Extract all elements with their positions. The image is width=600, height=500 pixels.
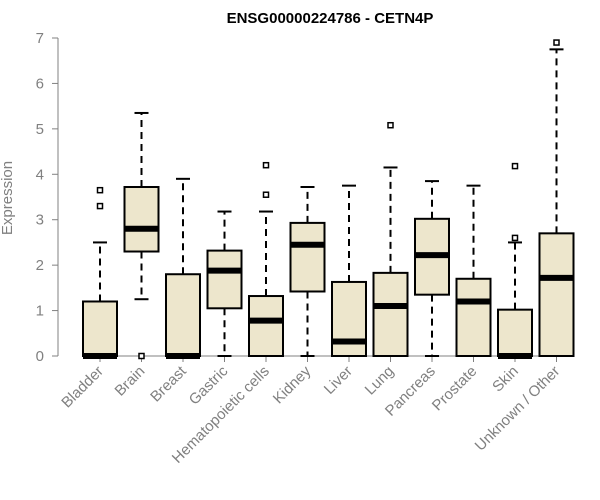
outlier-point — [96, 202, 104, 210]
y-tick-label: 6 — [36, 75, 44, 92]
box-rect — [82, 300, 118, 358]
box-liver — [331, 184, 367, 357]
x-tick-label: Lung — [362, 363, 398, 399]
box-rect — [123, 186, 160, 253]
outlier-point — [387, 121, 394, 129]
outlier-point — [553, 39, 560, 46]
box-rect — [497, 308, 533, 358]
y-tick-label: 0 — [36, 348, 44, 365]
box-rect — [331, 280, 367, 357]
y-axis-label: Expression — [0, 161, 16, 235]
outlier-point — [511, 162, 519, 170]
outlier-point — [262, 161, 270, 169]
x-tick-label: Bladder — [58, 363, 107, 412]
chart-title: ENSG00000224786 - CETN4P — [227, 10, 434, 27]
y-tick-label: 5 — [36, 121, 44, 138]
y-tick-label: 3 — [36, 212, 44, 229]
box-rect — [248, 295, 284, 357]
box-gastric — [206, 210, 243, 357]
x-tick-label: Liver — [321, 363, 356, 398]
y-tick-label: 4 — [36, 166, 44, 183]
box-unknown-other — [538, 39, 575, 357]
y-tick-label: 1 — [36, 303, 44, 320]
box-lung — [372, 121, 409, 358]
outlier-point — [96, 186, 104, 194]
box-prostate — [455, 184, 492, 357]
y-tick-label: 7 — [36, 30, 44, 47]
x-tick-label: Breast — [147, 362, 190, 405]
box-brain — [123, 111, 160, 360]
box-breast — [165, 177, 201, 359]
box-kidney — [289, 186, 326, 357]
box-bladder — [82, 186, 118, 359]
box-rect — [372, 271, 409, 358]
box-rect — [455, 277, 492, 357]
box-rect — [165, 273, 201, 358]
x-tick-label: Kidney — [270, 362, 315, 407]
x-tick-label: Skin — [489, 363, 522, 396]
box-rect — [206, 249, 243, 310]
box-hematopoietic-cells — [248, 161, 284, 357]
box-skin — [497, 162, 533, 359]
outlier-point — [262, 191, 270, 198]
outlier-point — [511, 234, 519, 242]
x-tick-label: Brain — [112, 363, 149, 400]
box-rect — [289, 221, 326, 293]
y-tick-label: 2 — [36, 257, 44, 274]
box-pancreas — [414, 180, 450, 357]
x-tick-label: Prostate — [429, 363, 481, 415]
boxes-group — [82, 39, 575, 360]
outlier-point — [138, 352, 145, 360]
box-rect — [538, 232, 575, 357]
